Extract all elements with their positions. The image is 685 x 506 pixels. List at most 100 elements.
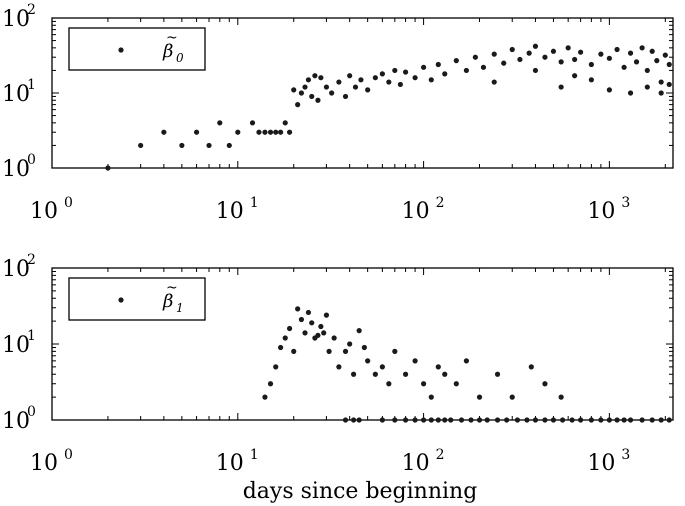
data-point (606, 417, 612, 423)
data-point (286, 325, 293, 332)
x-tick-label: 10 (402, 199, 430, 224)
legend-label: β (162, 291, 173, 312)
legend-tilde: ~ (166, 280, 178, 296)
data-point (336, 79, 342, 85)
legend-tilde: ~ (166, 30, 178, 46)
x-tick-label: 10 (30, 451, 58, 476)
data-point (295, 306, 301, 312)
data-point (273, 364, 279, 370)
data-point (291, 87, 297, 93)
y-tick-label: 10 (2, 82, 30, 107)
data-point (356, 328, 362, 334)
data-point (392, 67, 398, 74)
data-point (105, 165, 111, 171)
data-point (379, 71, 385, 77)
data-point (402, 69, 409, 75)
data-point (654, 58, 660, 64)
data-point (392, 417, 398, 423)
data-point (627, 417, 634, 423)
data-point (476, 417, 483, 423)
data-point (621, 417, 627, 423)
data-point (666, 61, 672, 68)
data-point (501, 60, 507, 66)
legend-box (68, 277, 206, 321)
data-point (644, 84, 650, 90)
data-point (179, 142, 185, 149)
data-point (309, 93, 315, 100)
data-point (402, 371, 409, 377)
data-point (278, 344, 284, 351)
x-tick-exponent: 2 (436, 195, 445, 211)
data-point (302, 84, 308, 90)
data-point (514, 417, 521, 423)
data-point (558, 59, 564, 65)
data-point (639, 45, 645, 51)
data-point (217, 120, 223, 126)
data-point (336, 364, 342, 370)
data-point (318, 75, 324, 81)
data-point (558, 84, 564, 90)
data-point (639, 417, 645, 423)
data-point (442, 417, 448, 423)
data-point (542, 381, 548, 387)
data-point (453, 381, 459, 387)
data-point (326, 348, 332, 354)
data-point (614, 417, 620, 423)
x-tick-exponent: 0 (64, 195, 73, 211)
data-point (448, 417, 454, 423)
legend-subscript: 1 (176, 301, 184, 315)
data-point (468, 417, 474, 423)
data-point (305, 77, 312, 83)
data-point (282, 335, 288, 341)
data-point (412, 417, 418, 423)
data-point (342, 93, 349, 100)
data-point (273, 129, 279, 135)
data-point (509, 46, 515, 53)
data-point (379, 364, 385, 370)
x-tick-label: 10 (402, 451, 430, 476)
data-point (318, 323, 324, 330)
data-point (412, 358, 418, 364)
data-point (532, 67, 539, 74)
x-tick-label: 10 (587, 199, 615, 224)
data-point (491, 51, 497, 57)
data-point (666, 81, 672, 88)
legend-label: β (162, 41, 173, 62)
data-point (321, 330, 327, 336)
data-point (350, 371, 357, 377)
data-point (315, 332, 321, 338)
data-point (352, 84, 359, 90)
data-point (358, 77, 364, 83)
data-point (588, 61, 594, 68)
data-point (428, 394, 434, 400)
data-point (291, 348, 297, 354)
x-tick-exponent: 3 (621, 195, 630, 211)
data-point (569, 417, 575, 423)
x-tick-exponent: 1 (250, 195, 259, 211)
data-point (298, 90, 305, 96)
data-point (435, 61, 441, 68)
y-tick-exponent: 0 (27, 404, 36, 420)
data-point (526, 50, 532, 56)
data-point (282, 120, 288, 126)
data-point (420, 417, 427, 423)
data-point (504, 417, 510, 423)
y-tick-exponent: 2 (27, 2, 36, 18)
data-point (649, 417, 655, 423)
y-tick-label: 10 (2, 7, 30, 32)
data-point (365, 87, 371, 93)
data-point (342, 348, 349, 354)
x-tick-label: 10 (587, 451, 615, 476)
x-tick-label: 10 (216, 199, 244, 224)
data-point (476, 394, 483, 400)
data-point (286, 129, 293, 135)
data-point (572, 56, 578, 63)
y-tick-label: 10 (2, 409, 30, 434)
data-point (331, 335, 337, 341)
data-point (309, 320, 315, 326)
data-point (528, 364, 534, 370)
data-point (392, 348, 398, 354)
data-point (235, 129, 241, 135)
data-point (532, 43, 539, 49)
data-point (509, 394, 515, 400)
